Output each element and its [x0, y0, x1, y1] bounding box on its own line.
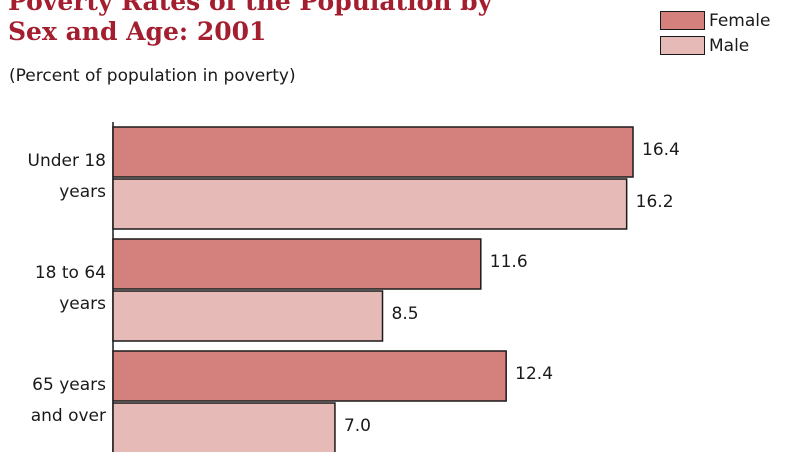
category-label-line: years [59, 182, 106, 202]
legend-label-male: Male [709, 35, 750, 56]
legend-item-female: Female [660, 8, 770, 33]
category-label-line: 65 years [32, 375, 106, 395]
legend-label-female: Female [709, 10, 771, 31]
category-label-line: 18 to 64 [34, 263, 106, 283]
bar-male-0 [112, 178, 628, 230]
bar-female-1 [112, 238, 482, 290]
category-label-line: years [59, 294, 106, 314]
bar-male-2 [112, 402, 336, 452]
bar-female-2 [112, 350, 507, 402]
data-label-female-0: 16.4 [642, 140, 680, 160]
chart-subtitle: (Percent of population in poverty) [9, 66, 296, 86]
category-label-65-and-over: 65 years and over [0, 370, 106, 432]
chart-title-line-1: Poverty Rates of the Population by [8, 0, 493, 16]
category-label-line: Under 18 [27, 151, 107, 171]
legend-swatch-male [660, 36, 705, 55]
data-label-male-0: 16.2 [636, 192, 674, 212]
data-label-male-1: 8.5 [392, 304, 419, 324]
data-label-female-1: 11.6 [490, 252, 528, 272]
legend: Female Male [660, 8, 770, 58]
chart-title-line-2: Sex and Age: 2001 [8, 17, 267, 46]
data-label-male-2: 7.0 [344, 416, 371, 436]
bar-female-0 [112, 126, 634, 178]
data-label-female-2: 12.4 [515, 364, 553, 384]
legend-item-male: Male [660, 33, 770, 58]
bar-male-1 [112, 290, 384, 342]
category-label-18-to-64: 18 to 64 years [0, 258, 106, 320]
category-label-under-18: Under 18 years [0, 146, 107, 208]
legend-swatch-female [660, 11, 705, 30]
category-label-line: and over [30, 406, 106, 426]
chart-title: Poverty Rates of the Population by Sex a… [8, 0, 492, 47]
